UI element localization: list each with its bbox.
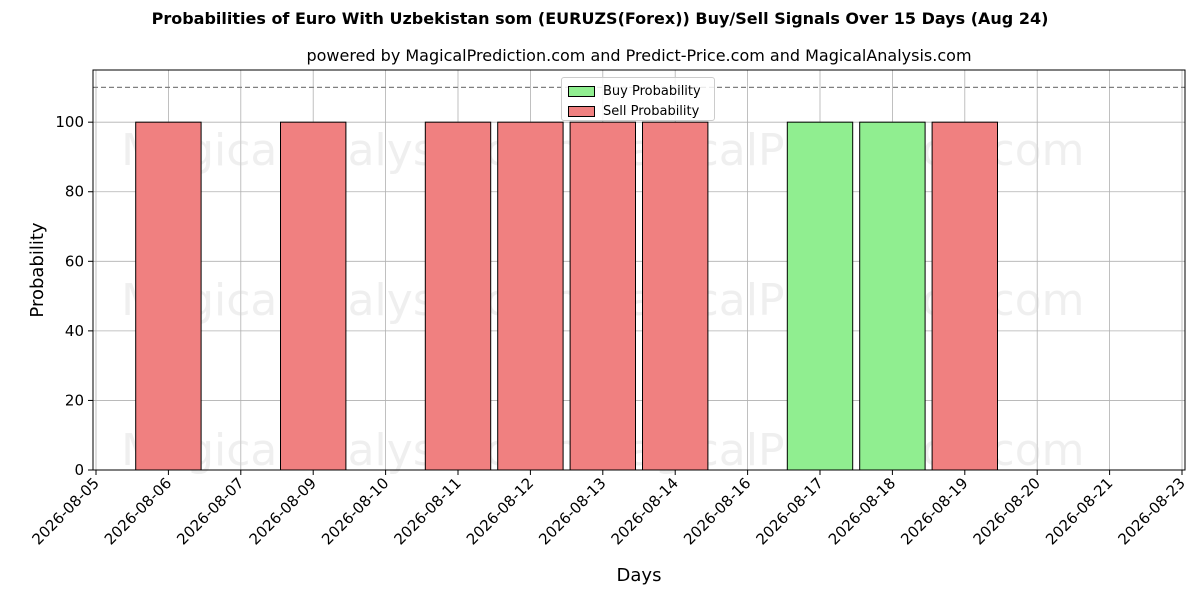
x-tick-label: 2026-08-13 bbox=[535, 474, 609, 548]
bar-buy bbox=[786, 121, 854, 471]
x-tick-label: 2026-08-19 bbox=[897, 474, 971, 548]
chart-subtitle: powered by MagicalPrediction.com and Pre… bbox=[306, 46, 972, 65]
x-axis-ticks: 2026-08-052026-08-062026-08-072026-08-09… bbox=[28, 470, 1189, 548]
bars bbox=[135, 121, 998, 471]
x-tick-label: 2026-08-07 bbox=[173, 474, 247, 548]
legend-item-sell: Sell Probability bbox=[568, 101, 714, 121]
bar-sell bbox=[497, 121, 564, 471]
legend-item-buy: Buy Probability bbox=[568, 81, 714, 101]
bar-sell bbox=[135, 121, 202, 471]
legend-swatch-sell bbox=[568, 105, 595, 117]
bar-sell bbox=[931, 121, 998, 471]
y-tick-label: 0 bbox=[74, 461, 84, 479]
x-tick-label: 2026-08-23 bbox=[1114, 474, 1188, 548]
x-tick-label: 2026-08-11 bbox=[390, 474, 464, 548]
y-tick-label: 80 bbox=[65, 183, 84, 201]
y-tick-label: 40 bbox=[65, 322, 84, 340]
x-tick-label: 2026-08-16 bbox=[680, 474, 754, 548]
plot-frame bbox=[92, 69, 1186, 471]
legend-swatch-buy bbox=[568, 85, 595, 97]
y-axis-ticks: 0 20 40 60 80 100 bbox=[55, 113, 93, 479]
x-tick-label: 2026-08-06 bbox=[101, 474, 175, 548]
x-tick-label: 2026-08-14 bbox=[608, 474, 682, 548]
x-tick-label: 2026-08-05 bbox=[28, 474, 102, 548]
x-tick-label: 2026-08-20 bbox=[970, 474, 1044, 548]
y-tick-label: 60 bbox=[65, 252, 84, 270]
chart-title: Probabilities of Euro With Uzbekistan so… bbox=[151, 9, 1049, 28]
bar-buy bbox=[859, 121, 926, 471]
x-tick-label: 2026-08-10 bbox=[318, 474, 392, 548]
legend-label-buy: Buy Probability bbox=[603, 83, 701, 99]
bar-sell bbox=[424, 121, 492, 471]
y-tick-label: 100 bbox=[55, 113, 84, 131]
bar-sell bbox=[642, 121, 709, 471]
y-axis-label: Probability bbox=[27, 222, 48, 317]
x-tick-label: 2026-08-21 bbox=[1042, 474, 1116, 548]
y-tick-label: 20 bbox=[65, 391, 84, 409]
chart-legend: Buy Probability Sell Probability bbox=[561, 77, 715, 121]
x-axis-label: Days bbox=[617, 565, 662, 586]
x-tick-label: 2026-08-17 bbox=[752, 474, 826, 548]
bar-sell bbox=[280, 121, 347, 471]
bar-sell bbox=[569, 121, 636, 471]
x-tick-label: 2026-08-18 bbox=[825, 474, 899, 548]
x-tick-label: 2026-08-09 bbox=[246, 474, 320, 548]
x-tick-label: 2026-08-12 bbox=[463, 474, 537, 548]
legend-label-sell: Sell Probability bbox=[603, 103, 700, 119]
